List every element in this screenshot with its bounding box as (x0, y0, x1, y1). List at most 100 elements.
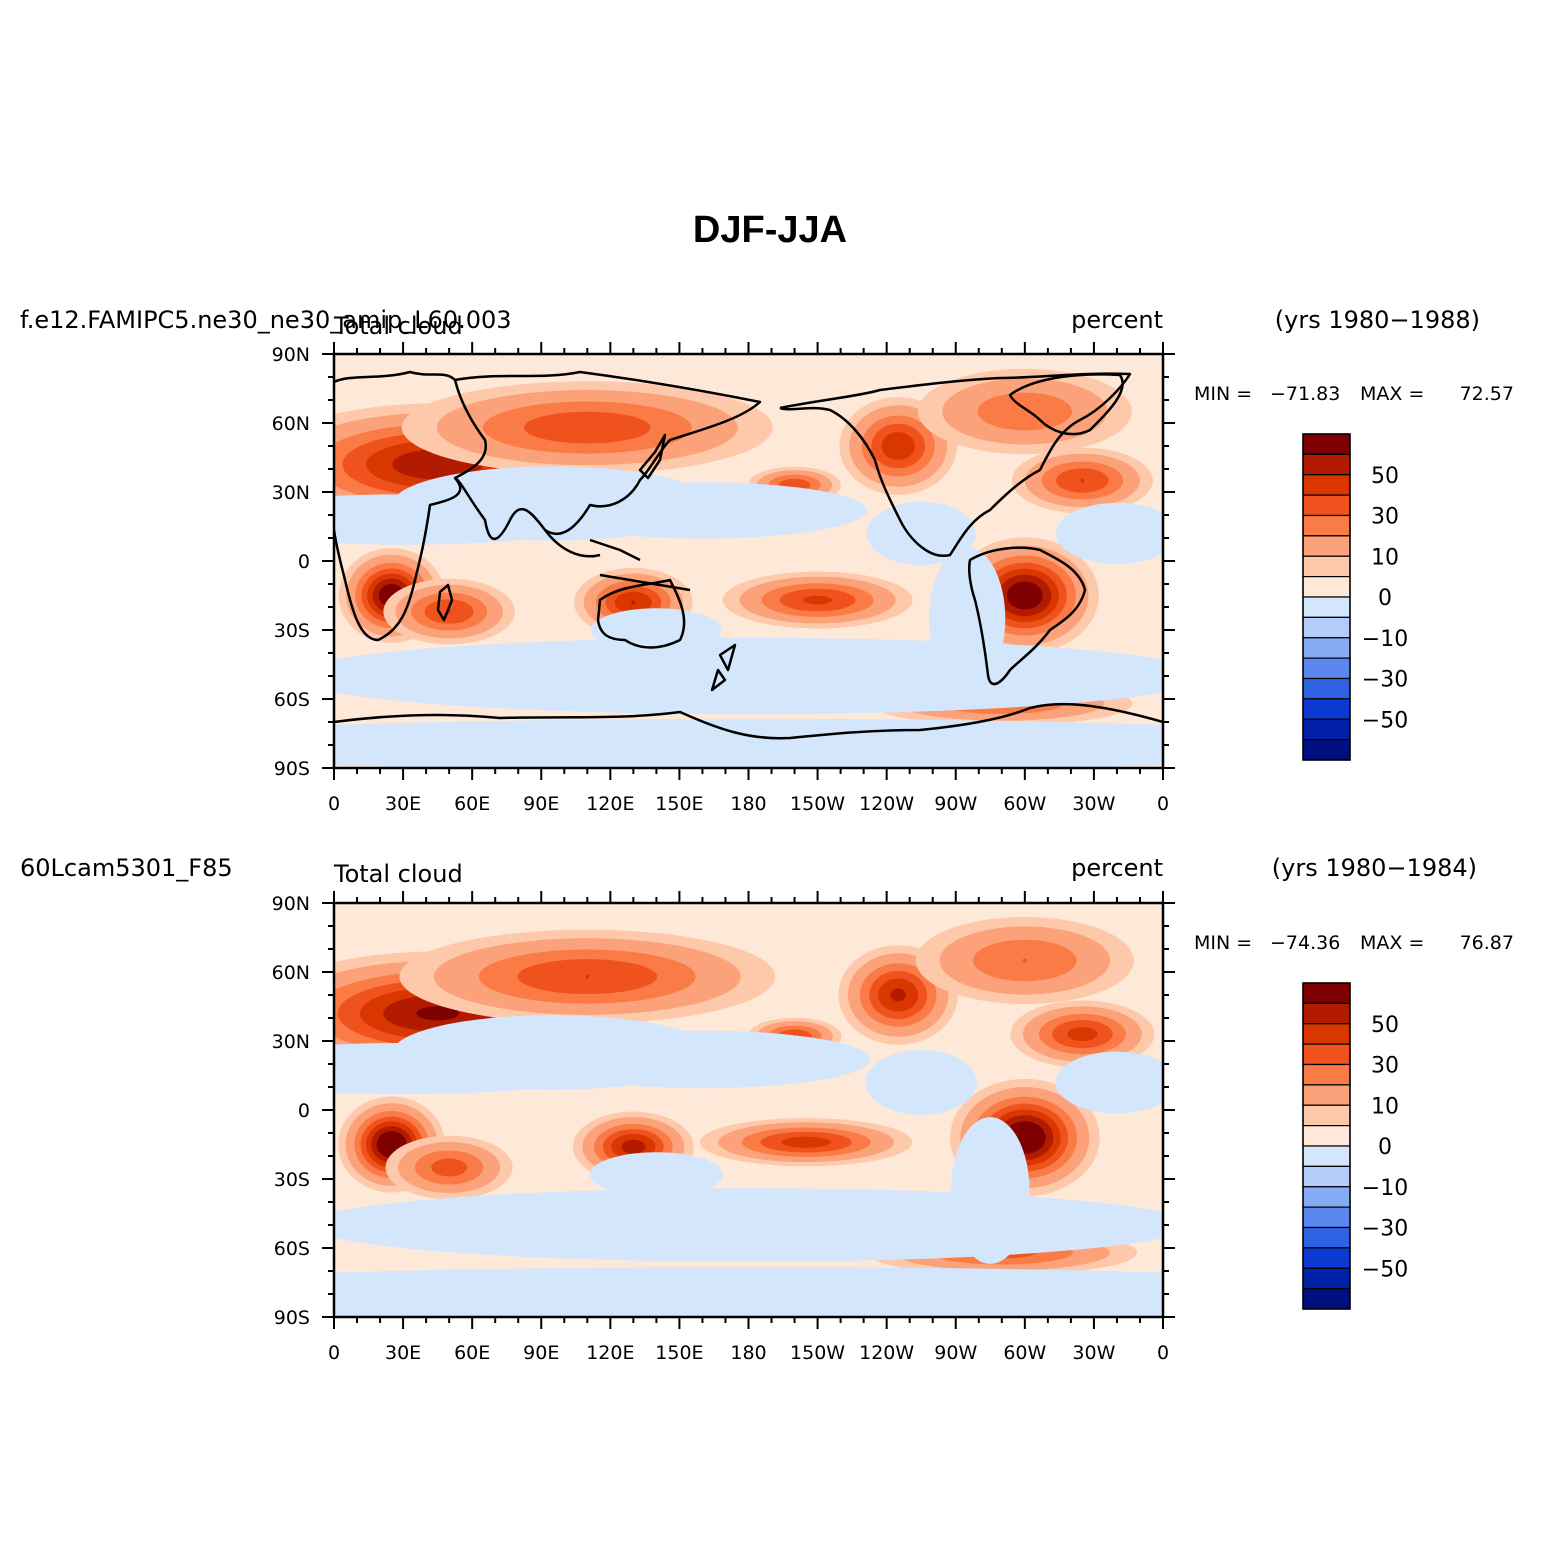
lon-tick-label: 30E (385, 1342, 421, 1364)
max-value: 76.87 (1460, 932, 1514, 954)
lon-tick-label: 150W (790, 1342, 845, 1364)
coastline-japan (638, 433, 667, 480)
contour-band (621, 1139, 646, 1154)
contour-band (1006, 581, 1043, 610)
axis-ticks (322, 342, 1175, 780)
colorbar-swatch (1302, 1002, 1351, 1025)
lat-tick-label: 0 (298, 551, 310, 573)
colorbar-swatch (1302, 1206, 1351, 1229)
max-label: MAX = (1360, 932, 1424, 954)
colorbar-swatch (1302, 474, 1351, 496)
contour-band (977, 392, 1073, 431)
variable-label: Total cloud (333, 312, 463, 340)
colorbar-swatch (1302, 718, 1351, 741)
lon-tick-label: 90W (934, 1342, 977, 1364)
contour-band (866, 501, 976, 566)
contour-field (334, 368, 1163, 768)
lat-axis: 90N 60N 30N 0 30S 60S 90S (272, 344, 310, 780)
units-label: percent (1071, 306, 1163, 334)
colorbar-label: 10 (1371, 1094, 1399, 1119)
lon-tick-label: 60W (1003, 793, 1046, 815)
lon-tick-label: 30W (1072, 1342, 1115, 1364)
lon-tick-label: 120W (859, 1342, 914, 1364)
contour-band (534, 1030, 871, 1089)
lon-axis: 0 30E 60E 90E 120E 150E 180 150W 120W 90W 60W 30W 0 (328, 793, 1169, 815)
coastline-south-america (967, 546, 1087, 686)
colorbar-swatch (1302, 739, 1351, 761)
colorbar-swatch (1302, 576, 1351, 598)
contour-band (334, 1266, 1163, 1317)
colorbar-swatch (1302, 1145, 1351, 1167)
lat-tick-label: 0 (298, 1100, 310, 1122)
lon-tick-label: 120E (586, 1342, 634, 1364)
min-value: −74.36 (1270, 932, 1340, 954)
contour-band (1022, 958, 1027, 963)
max-value: 72.57 (1460, 383, 1514, 405)
contour-band (538, 482, 867, 539)
lat-tick-label: 90S (274, 1307, 310, 1329)
lat-tick-label: 90N (272, 344, 310, 366)
colorbar-swatch (1302, 677, 1351, 700)
lon-tick-label: 150E (655, 1342, 703, 1364)
colorbar-swatch (1302, 453, 1351, 476)
axis-ticks (322, 891, 1175, 1329)
contour-band (334, 494, 605, 545)
lon-tick-label: 30E (385, 793, 421, 815)
contour-band (781, 1136, 831, 1148)
colorbar-label: 30 (1371, 1054, 1399, 1079)
contour-band (334, 637, 1163, 715)
min-label: MIN = (1194, 383, 1252, 405)
colorbar-swatch (1302, 514, 1351, 537)
colorbar: 50 30 10 0 −10 −30 −50 (1302, 433, 1408, 761)
lat-tick-label: 30S (274, 1169, 310, 1191)
colorbar-label: 30 (1371, 505, 1399, 530)
lat-tick-label: 30N (272, 1031, 310, 1053)
coastlines (334, 370, 1163, 740)
colorbar-label: −30 (1362, 1217, 1408, 1242)
colorbar-swatch (1302, 698, 1351, 720)
colorbar-swatch (1302, 657, 1351, 680)
lon-tick-label: 0 (1157, 1342, 1169, 1364)
colorbar-frame (1302, 433, 1351, 761)
years-label: (yrs 1980−1984) (1272, 854, 1477, 882)
coastline-greenland (1008, 373, 1124, 436)
colorbar-swatch (1302, 1267, 1351, 1290)
colorbar-label: 50 (1371, 1013, 1399, 1038)
figure-title: DJF-JJA (693, 209, 847, 251)
contour-band (431, 1158, 468, 1177)
lon-tick-label: 120E (586, 793, 634, 815)
colorbar-swatch (1302, 616, 1351, 639)
coastline-australia (596, 578, 686, 649)
colorbar-swatch (1302, 494, 1351, 517)
lon-tick-label: 90W (934, 793, 977, 815)
lon-tick-label: 60E (454, 1342, 490, 1364)
colorbar-swatch (1302, 596, 1351, 618)
colorbar-label: 10 (1371, 545, 1399, 570)
colorbar-label: −10 (1362, 1176, 1408, 1201)
max-label: MAX = (1360, 383, 1424, 405)
coastline-africa (334, 370, 488, 642)
colorbar-label: −30 (1362, 668, 1408, 693)
units-label: percent (1071, 854, 1163, 882)
colorbar-label: 50 (1371, 464, 1399, 489)
lon-tick-label: 30W (1072, 793, 1115, 815)
contour-band (523, 411, 651, 444)
lat-tick-label: 90N (272, 893, 310, 915)
contour-band (585, 974, 590, 979)
colorbar-swatch (1302, 555, 1351, 578)
colorbar-swatch (1302, 1125, 1351, 1147)
colorbar-label: −10 (1362, 627, 1408, 652)
contour-band (334, 1188, 1163, 1262)
lon-tick-label: 90E (523, 1342, 559, 1364)
colorbar-swatch (1302, 1226, 1351, 1249)
colorbar-swatch (1302, 982, 1351, 1004)
lon-tick-label: 60W (1003, 1342, 1046, 1364)
lat-tick-label: 30S (274, 620, 310, 642)
lon-axis: 0 30E 60E 90E 120E 150E 180 150W 120W 90W 60W 30W 0 (328, 1342, 1169, 1364)
lat-tick-label: 60S (274, 689, 310, 711)
colorbar-swatch (1302, 1165, 1351, 1188)
colorbar-label: −50 (1362, 1257, 1408, 1282)
colorbar-swatch (1302, 1288, 1351, 1310)
colorbar-label: 0 (1378, 586, 1392, 611)
